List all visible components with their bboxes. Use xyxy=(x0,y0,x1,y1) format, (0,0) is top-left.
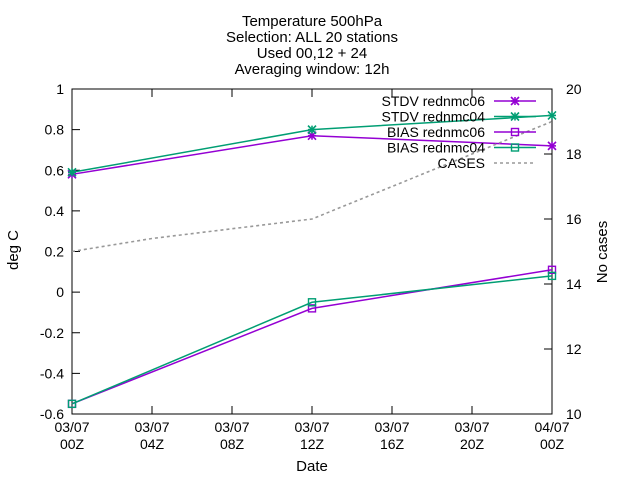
axes: -0.6 -0.4 -0.2 0 0.2 0.4 0.6 0.8 1 10 12 14 16 18 20 03… xyxy=(40,81,582,452)
title-line: Averaging window: 12h xyxy=(235,61,390,78)
x-tick-label: 03/07 xyxy=(214,419,249,435)
y2-tick-label: 12 xyxy=(566,341,582,357)
data-point-star xyxy=(547,141,557,151)
legend-label: BIAS rednmc04 xyxy=(387,140,485,156)
y-tick-label: 0 xyxy=(56,284,64,300)
y-tick-label: 1 xyxy=(56,81,64,97)
series-1 xyxy=(67,110,557,177)
series-3 xyxy=(67,271,557,409)
series-line xyxy=(71,275,553,405)
data-point-star xyxy=(67,167,77,177)
x-tick-label: 03/07 xyxy=(374,419,409,435)
chart-title: Temperature 500hPa Selection: ALL 20 sta… xyxy=(226,13,398,78)
x-tick-label: 00Z xyxy=(540,436,565,452)
y-axis-label: deg C xyxy=(5,230,22,270)
series-4 xyxy=(71,120,553,253)
series-0 xyxy=(67,131,557,179)
title-line: Used 00,12 + 24 xyxy=(257,45,368,62)
x-tick-label: 12Z xyxy=(300,436,325,452)
y-tick-label: 0.8 xyxy=(45,122,65,138)
data-point-square xyxy=(67,399,77,409)
series-line xyxy=(71,269,553,405)
y-tick-label: -0.2 xyxy=(40,325,64,341)
title-line: Temperature 500hPa xyxy=(242,13,383,30)
y-tick-label: -0.6 xyxy=(40,406,64,422)
legend-marker xyxy=(510,111,520,122)
x-tick-label: 04/07 xyxy=(534,419,569,435)
x-tick-label: 20Z xyxy=(460,436,485,452)
data-point-star xyxy=(307,125,317,135)
y2-tick-label: 10 xyxy=(566,406,582,422)
legend-marker xyxy=(510,143,520,152)
data-point-square xyxy=(307,304,317,313)
x-tick-label: 08Z xyxy=(220,436,245,452)
y2-tick-label: 14 xyxy=(566,276,582,292)
y2-tick-label: 16 xyxy=(566,211,582,227)
legend-label: BIAS rednmc06 xyxy=(387,124,485,140)
y2-tick-label: 18 xyxy=(566,146,582,162)
y-tick-label: 0.2 xyxy=(45,244,65,260)
x-tick-label: 04Z xyxy=(140,436,165,452)
series-layer xyxy=(67,110,557,409)
data-point-star xyxy=(547,110,557,120)
legend-label: CASES xyxy=(438,155,485,171)
x-tick-label: 03/07 xyxy=(454,419,489,435)
title-line: Selection: ALL 20 stations xyxy=(226,29,398,46)
legend-label: STDV rednmc06 xyxy=(382,93,486,109)
series-2 xyxy=(67,265,557,409)
y-tick-label: 0.6 xyxy=(45,162,65,178)
x-tick-label: 03/07 xyxy=(134,419,169,435)
x-tick-label: 03/07 xyxy=(294,419,329,435)
x-axis-label: Date xyxy=(296,458,328,475)
legend-label: STDV rednmc04 xyxy=(382,109,486,125)
y2-axis-label: No cases xyxy=(594,221,611,284)
series-line xyxy=(71,120,553,253)
y-tick-label: -0.4 xyxy=(40,365,64,381)
y-tick-label: 0.4 xyxy=(45,203,65,219)
data-point-square xyxy=(547,265,557,274)
legend-marker xyxy=(510,127,520,137)
data-point-square xyxy=(547,271,557,281)
x-tick-label: 03/07 xyxy=(54,419,89,435)
x-tick-label: 16Z xyxy=(380,436,405,452)
legend-marker xyxy=(510,96,520,106)
x-tick-label: 00Z xyxy=(60,436,85,452)
data-point-square xyxy=(307,298,317,307)
y2-tick-label: 20 xyxy=(566,81,582,97)
